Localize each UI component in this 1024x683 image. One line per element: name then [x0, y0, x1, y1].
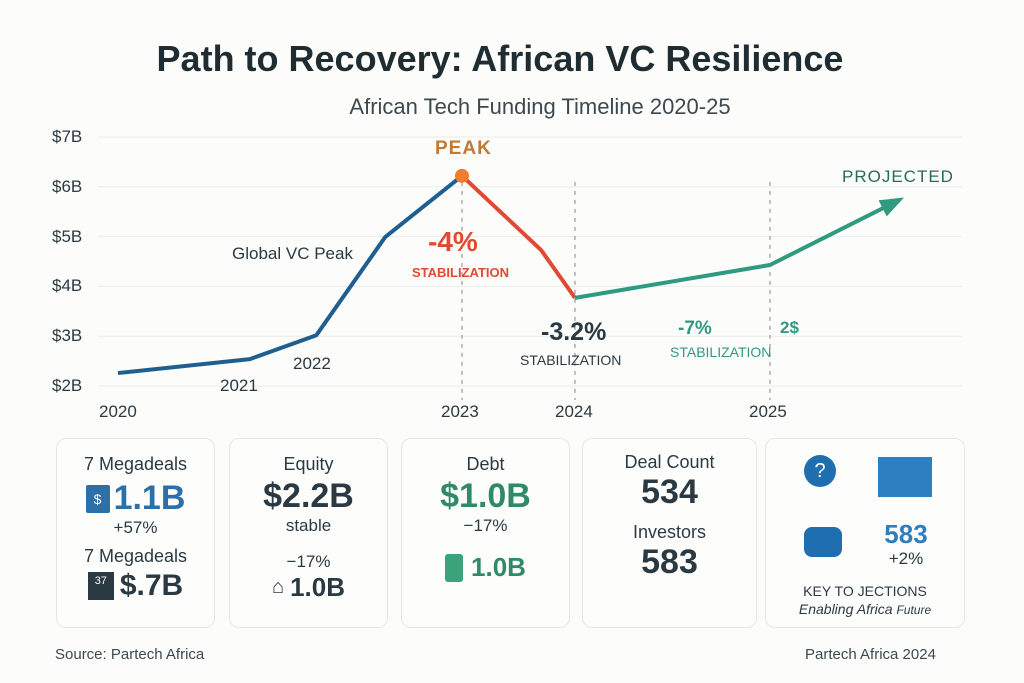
tagline-word: Africa — [856, 601, 893, 617]
global-vc-peak-label: Global VC Peak — [232, 244, 353, 263]
rise-line — [117, 174, 464, 376]
debt-value: $1.0B — [440, 477, 531, 515]
drop-2025-value: -7% — [678, 318, 712, 339]
key-title: KEY TO JECTIONS — [803, 583, 927, 599]
chart-subtitle: African Tech Funding Timeline 2020-25 — [349, 94, 731, 119]
equity-value-2: 1.0B — [290, 572, 345, 602]
projection-arrowhead — [878, 197, 905, 217]
equity-change: −17% — [286, 552, 331, 571]
x-tick: 2025 — [749, 402, 787, 421]
debt-change: −17% — [463, 516, 508, 535]
key-projections-card: ? 583 +2% KEY TO JECTIONS Enabling Afric… — [765, 438, 965, 628]
buildings-icon — [878, 457, 932, 497]
tagline-word: Future — [896, 603, 932, 617]
megadeals-change: +57% — [113, 518, 158, 537]
y-tick: $6B — [52, 177, 83, 196]
peak-marker — [455, 168, 469, 183]
database-icon — [445, 553, 464, 582]
tagline-word: Enabling — [798, 601, 854, 617]
debt-card: Debt $1.0B −17% 1.0B — [401, 438, 570, 628]
question-bubble-icon: ? — [804, 455, 836, 487]
x-tick: 2024 — [555, 402, 593, 421]
megadeals-label: 7 Megadeals — [83, 454, 188, 474]
source-note: Source: Partech Africa — [55, 646, 205, 663]
x-tick: 2020 — [99, 402, 137, 421]
megadeals-card: 7 Megadeals $ 1.1B +57% 7 Megadeals 37 $… — [56, 438, 215, 628]
page-title: Path to Recovery: African VC Resilience — [156, 38, 844, 79]
key-change: +2% — [888, 549, 924, 568]
drop-2023-label: STABILIZATION — [412, 265, 510, 280]
megadeals-value: 1.1B — [113, 479, 186, 517]
investors-value: 583 — [641, 543, 698, 581]
debt-value-2: 1.0B — [471, 552, 526, 582]
people-icon — [804, 527, 842, 557]
deal-count-value: 534 — [641, 473, 698, 511]
x-tick: 2023 — [441, 402, 479, 421]
megadeals-value-2: $.7B — [119, 569, 184, 602]
equity-value: $2.2B — [263, 477, 354, 515]
key-value: 583 — [884, 519, 928, 549]
drop-2025-extra: 2$ — [780, 318, 799, 337]
y-tick: $4B — [52, 276, 83, 295]
drop-2024-value: -3.2% — [541, 318, 607, 346]
equity-label: Equity — [283, 454, 334, 474]
megadeals-label-2: 7 Megadeals — [83, 546, 188, 566]
projection-line — [574, 198, 900, 300]
drop-2025-label: STABILIZATION — [670, 344, 772, 360]
y-tick: $2B — [52, 376, 83, 395]
y-tick: $3B — [52, 326, 83, 345]
y-tick: $5B — [52, 227, 83, 246]
y-tick: $7B — [52, 127, 83, 146]
drop-2023-value: -4% — [428, 226, 478, 257]
drop-2024-label: STABILIZATION — [520, 352, 622, 368]
peak-label: PEAK — [435, 138, 492, 159]
investors-label: Investors — [632, 522, 707, 542]
equity-card: Equity $2.2B stable −17% ⌂ 1.0B — [229, 438, 388, 628]
house-dollar-icon: ⌂ — [271, 576, 285, 598]
x-tick: 2021 — [220, 376, 258, 395]
deals-card: Deal Count 534 Investors 583 — [582, 438, 757, 628]
deal-count-label: Deal Count — [624, 452, 715, 472]
key-tagline: Enabling Africa Future — [766, 601, 964, 617]
x-tick: 2022 — [293, 354, 331, 373]
debt-label: Debt — [466, 454, 505, 474]
calendar-icon: 37 — [87, 572, 114, 600]
line-chart — [98, 136, 962, 400]
equity-note: stable — [285, 516, 332, 535]
credit-note: Partech Africa 2024 — [805, 646, 936, 663]
projected-label: PROJECTED — [842, 167, 954, 186]
dollar-chip-icon: $ — [85, 484, 110, 513]
